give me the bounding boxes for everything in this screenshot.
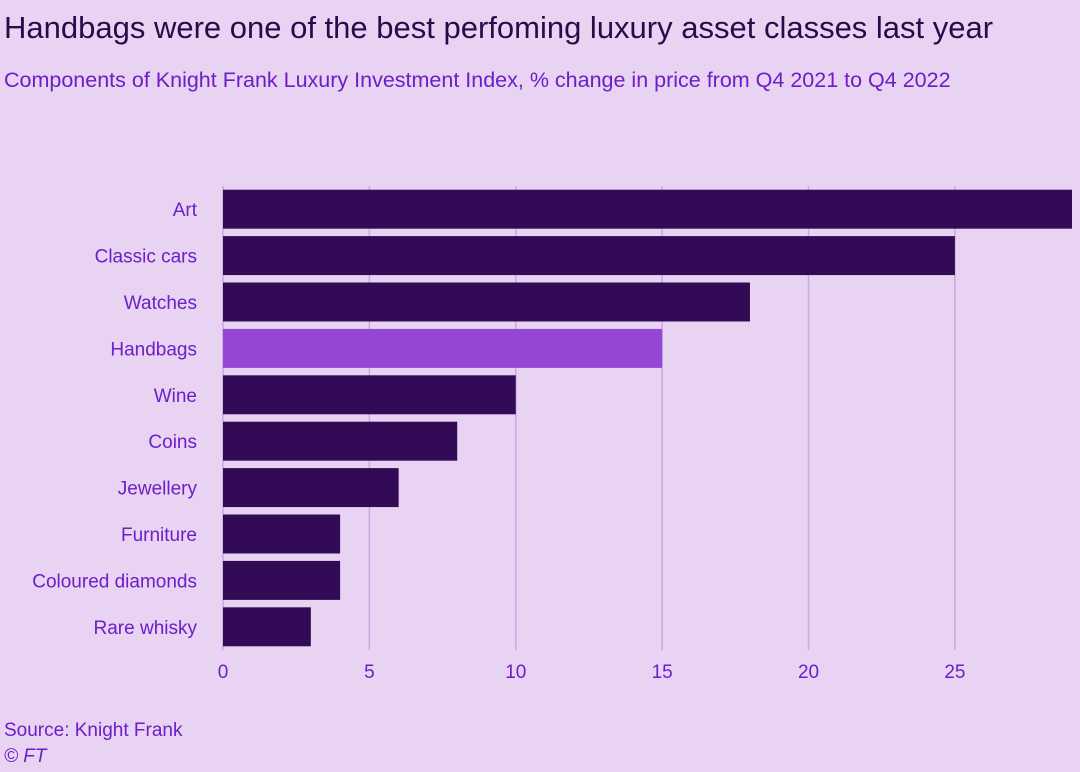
bar-furniture xyxy=(223,514,341,554)
bar-rare-whisky xyxy=(223,607,311,647)
x-tick-label: 10 xyxy=(505,662,526,683)
x-tick-label: 15 xyxy=(652,662,673,683)
bar-handbags xyxy=(223,328,663,368)
category-label: Coins xyxy=(148,432,197,453)
category-label: Jewellery xyxy=(118,479,198,500)
chart-subtitle: Components of Knight Frank Luxury Invest… xyxy=(4,68,951,92)
category-label: Coloured diamonds xyxy=(32,571,197,592)
category-label: Wine xyxy=(154,386,197,407)
x-tick-label: 20 xyxy=(798,662,819,683)
category-label: Art xyxy=(173,200,198,221)
bar-jewellery xyxy=(223,468,399,508)
copyright-note: © FT xyxy=(4,746,47,767)
bar-watches xyxy=(223,282,750,322)
category-label: Rare whisky xyxy=(94,618,198,639)
bar-art xyxy=(223,189,1072,229)
x-tick-label: 25 xyxy=(944,662,965,683)
source-note: Source: Knight Frank xyxy=(4,720,183,741)
category-label: Watches xyxy=(124,293,197,314)
category-label: Classic cars xyxy=(95,247,197,268)
x-tick-label: 0 xyxy=(218,662,229,683)
bar-classic-cars xyxy=(223,236,955,276)
chart-title: Handbags were one of the best perfoming … xyxy=(4,10,994,45)
x-tick-label: 5 xyxy=(364,662,375,683)
category-label: Handbags xyxy=(110,339,197,360)
bar-coloured-diamonds xyxy=(223,560,341,600)
bar-wine xyxy=(223,375,516,415)
category-label: Furniture xyxy=(121,525,197,546)
bar-coins xyxy=(223,421,458,461)
